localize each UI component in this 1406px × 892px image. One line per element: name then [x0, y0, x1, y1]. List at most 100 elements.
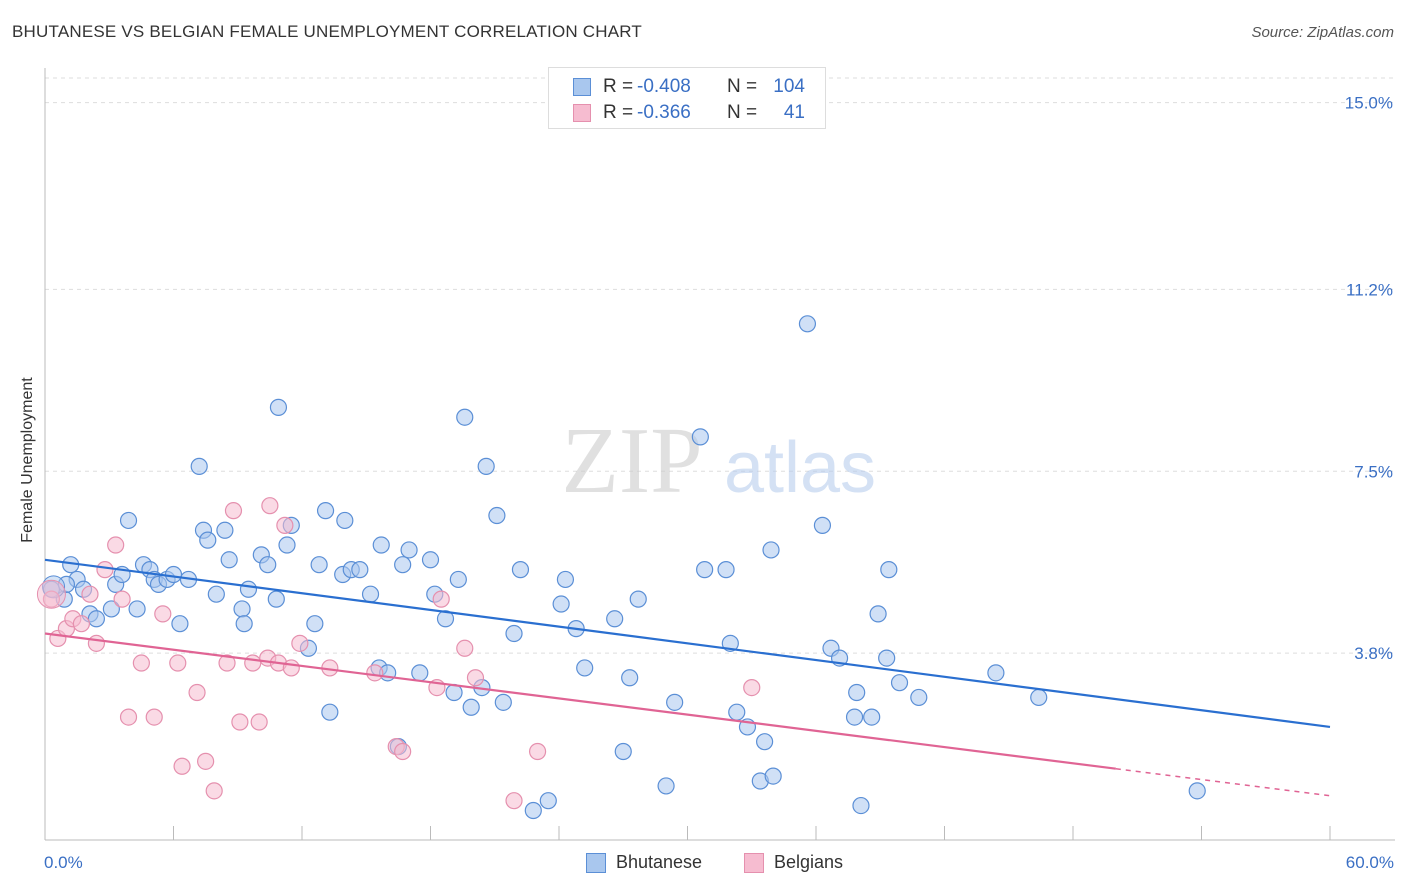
data-point	[81, 585, 99, 603]
data-point	[456, 639, 474, 657]
data-point	[456, 408, 474, 426]
y-tick-label: 3.8%	[1354, 644, 1393, 663]
watermark-zip: ZIP	[562, 409, 703, 513]
legend-r-value: -0.366	[637, 102, 691, 123]
data-point	[321, 703, 339, 721]
data-point	[233, 600, 251, 618]
data-point	[372, 536, 390, 554]
data-point	[477, 457, 495, 475]
data-point	[606, 610, 624, 628]
data-point	[235, 615, 253, 633]
data-point	[205, 782, 223, 800]
axes	[44, 68, 1395, 841]
data-point	[755, 733, 774, 751]
data-point	[528, 742, 547, 761]
series-legend-belgians[interactable]: Belgians	[744, 852, 843, 873]
chart-source: Source: ZipAtlas.com	[1251, 24, 1394, 41]
data-point	[107, 536, 125, 554]
watermark: ZIP atlas	[562, 409, 877, 513]
data-point	[987, 664, 1005, 682]
data-point	[316, 502, 335, 520]
data-point	[524, 801, 542, 820]
data-point	[119, 511, 138, 530]
data-point	[400, 541, 418, 559]
data-point	[87, 634, 106, 652]
data-point	[351, 561, 369, 579]
data-point	[505, 624, 523, 643]
trend-line-belgians-extrapolated	[1115, 767, 1331, 797]
data-point	[511, 561, 530, 579]
data-point	[132, 654, 150, 672]
data-point	[717, 561, 735, 579]
series-legend: Bhutanese Belgians	[0, 852, 1406, 876]
data-point	[394, 742, 412, 761]
data-point	[218, 654, 236, 672]
y-tick-label: 7.5%	[1354, 462, 1393, 481]
legend-row-belgians: R = -0.366 N = 41	[573, 101, 805, 125]
data-point	[190, 457, 208, 475]
legend-r-label: R =	[603, 76, 634, 97]
data-point	[361, 585, 380, 603]
data-point	[394, 556, 412, 574]
data-point	[224, 502, 243, 520]
data-point	[411, 664, 429, 682]
x-tick-label-max: 60.0%	[1345, 853, 1394, 872]
data-point	[848, 683, 866, 702]
data-point	[239, 580, 258, 598]
data-point	[505, 792, 523, 810]
data-point	[449, 570, 467, 589]
data-point	[259, 556, 277, 574]
data-point	[244, 654, 262, 672]
data-point	[552, 595, 570, 613]
watermark-atlas: atlas	[724, 428, 876, 508]
data-point	[614, 742, 632, 761]
series-legend-label: Bhutanese	[616, 852, 703, 872]
data-point	[119, 708, 138, 726]
legend-swatch-belgians	[573, 104, 591, 122]
data-point	[145, 708, 163, 726]
series-legend-swatch-belgians	[744, 852, 764, 873]
series-legend-swatch-bhutanese	[586, 852, 606, 873]
y-tick-labels: 3.8% 7.5% 11.2% 15.0%	[1345, 94, 1393, 664]
data-point	[128, 600, 146, 618]
data-point	[216, 521, 234, 539]
data-point	[366, 664, 384, 682]
data-point	[845, 708, 864, 726]
correlation-legend: R = -0.408 N = 104 R = -0.366 N = 41	[548, 67, 826, 129]
data-point	[220, 551, 238, 569]
y-tick-label: 11.2%	[1346, 280, 1393, 299]
data-point	[310, 556, 328, 574]
data-point	[250, 713, 268, 731]
legend-n-label: N =	[727, 76, 758, 97]
data-point	[878, 649, 896, 667]
data-point-large	[36, 579, 66, 609]
data-point	[199, 531, 217, 549]
data-point	[306, 615, 324, 633]
legend-n-value: 104	[773, 76, 805, 97]
data-point	[488, 506, 506, 525]
trend-lines	[44, 558, 1331, 797]
trend-line-bhutanese	[44, 558, 1331, 729]
data-point	[197, 752, 215, 770]
data-point	[556, 570, 575, 589]
series-legend-bhutanese[interactable]: Bhutanese	[586, 852, 702, 873]
data-point	[278, 536, 296, 554]
data-point	[188, 683, 206, 702]
data-point	[1030, 688, 1048, 707]
data-point	[691, 428, 709, 446]
data-point	[282, 659, 300, 677]
data-point	[96, 561, 114, 579]
data-point	[276, 516, 294, 534]
legend-r-label: R =	[603, 102, 634, 123]
data-point	[87, 610, 106, 628]
data-point	[576, 659, 594, 677]
data-point	[462, 698, 480, 716]
data-point	[171, 615, 189, 633]
data-point	[762, 541, 780, 559]
data-point	[269, 398, 288, 416]
data-point	[421, 551, 440, 569]
data-point	[798, 315, 817, 333]
legend-n-value: 41	[783, 102, 805, 123]
legend-n-label: N =	[727, 102, 758, 123]
